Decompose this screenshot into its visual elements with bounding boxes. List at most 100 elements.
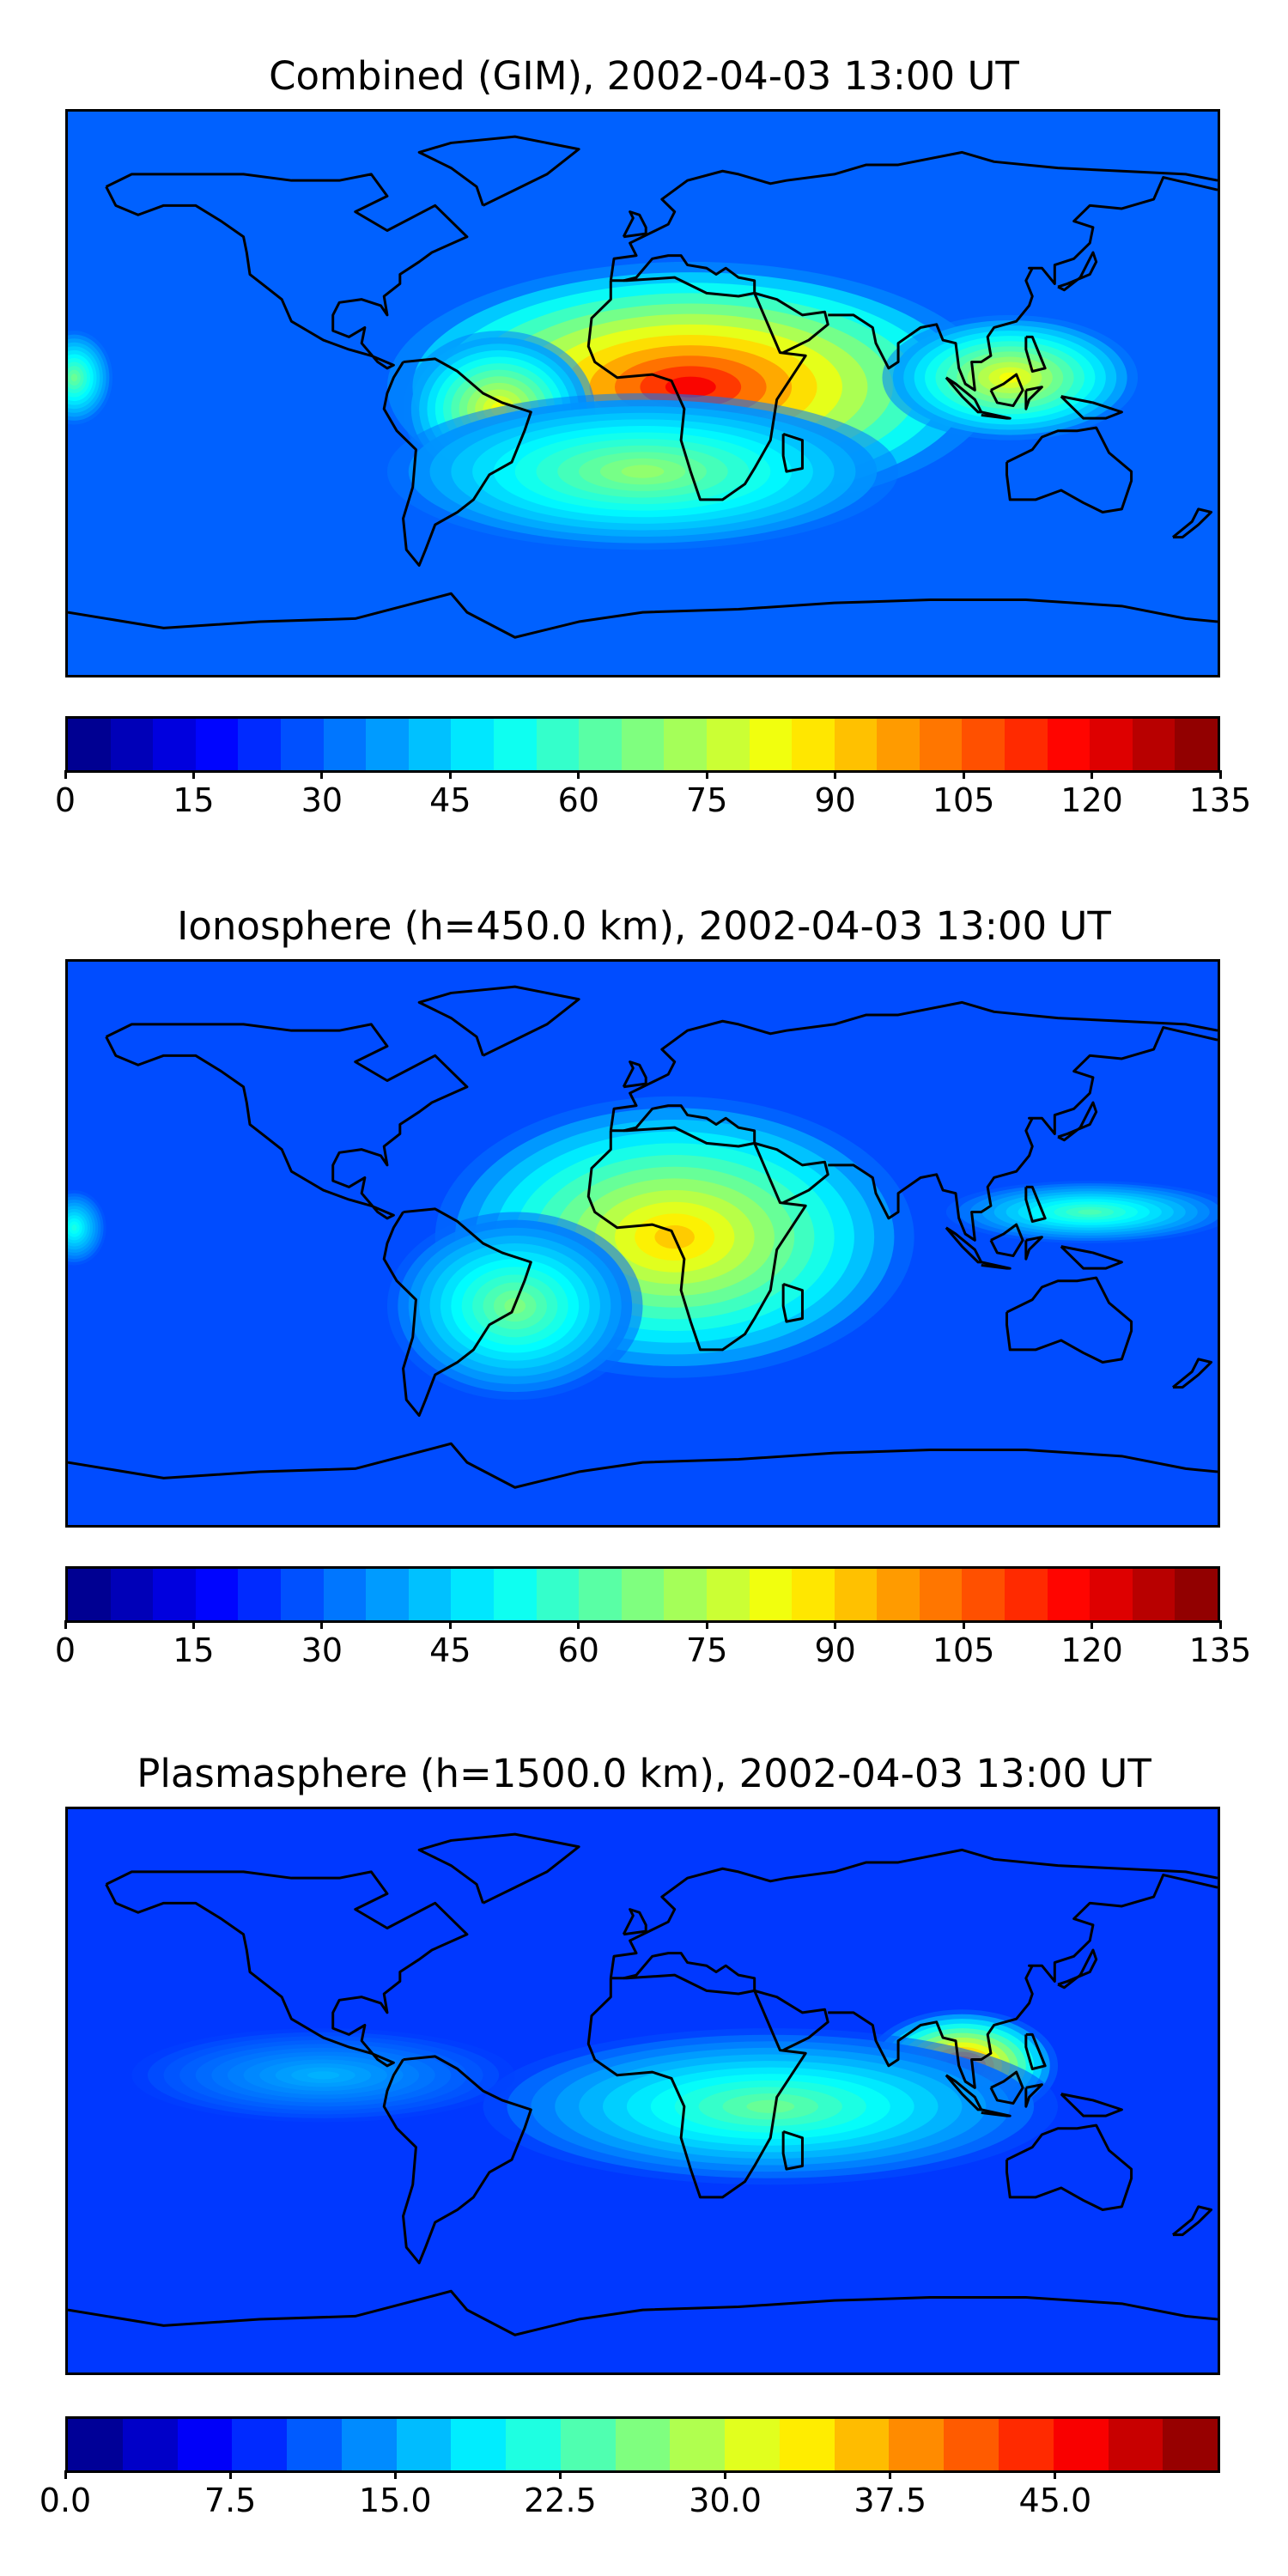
colorbar-segment xyxy=(1005,1569,1048,1620)
coastline xyxy=(609,1848,1218,1979)
colorbar-tick-label: 15.0 xyxy=(358,2482,432,2519)
colorbar-tick-label: 30.0 xyxy=(689,2482,762,2519)
coastline xyxy=(1024,2083,1043,2108)
colorbar-segment xyxy=(110,1569,154,1620)
colorbar-tick-label: 0.0 xyxy=(39,2482,92,2519)
colorbar-segment xyxy=(664,719,707,770)
coastline xyxy=(417,1832,580,1905)
colorbar-tick-label: 90 xyxy=(814,781,856,819)
colorbar-segment xyxy=(1090,719,1133,770)
coastline xyxy=(1171,1358,1213,1389)
contour-band xyxy=(746,2099,795,2113)
contour-band xyxy=(70,374,78,382)
colorbar-ticks-plasmasphere: 0.0 7.5 15.0 22.5 30.0 37.5 45.0 xyxy=(39,2470,1220,2522)
colorbar-tick-label: 120 xyxy=(1060,781,1123,819)
colorbar-segment xyxy=(877,1569,920,1620)
colorbar-ionosphere xyxy=(65,1566,1220,1623)
colorbar-segment xyxy=(706,1569,750,1620)
coastline xyxy=(1024,1185,1047,1223)
colorbar-tick-label: 30 xyxy=(301,1631,343,1669)
colorbar-tick-label: 7.5 xyxy=(204,2482,257,2519)
coastline xyxy=(1171,507,1213,539)
coastline xyxy=(586,1973,807,2199)
colorbar-segment xyxy=(1053,2419,1109,2470)
colorbar-segment xyxy=(1108,2419,1163,2470)
colorbar-tick-label: 75 xyxy=(686,781,728,819)
colorbar-tick-label: 90 xyxy=(814,1631,856,1669)
colorbar-segment xyxy=(493,719,537,770)
colorbar-tick-label: 37.5 xyxy=(854,2482,927,2519)
coastline xyxy=(382,2055,532,2264)
colorbar-segment xyxy=(396,2419,452,2470)
colorbar-segment xyxy=(536,1569,580,1620)
colorbar-segment xyxy=(1132,719,1176,770)
colorbar-segment xyxy=(621,1569,665,1620)
colorbar-ticks-combined: 0 15 30 45 60 75 90 105 120 135 xyxy=(55,770,1251,822)
colorbar-segment xyxy=(1047,719,1091,770)
coastline xyxy=(1024,335,1047,373)
colorbar-segment xyxy=(195,1569,239,1620)
coastline xyxy=(623,1952,756,1991)
colorbar-segment xyxy=(451,719,494,770)
colorbar-segment xyxy=(238,719,281,770)
colorbar-tick-label: 0 xyxy=(54,781,76,819)
colorbar-segment xyxy=(408,719,452,770)
colorbar-segment xyxy=(366,1569,409,1620)
contour-band xyxy=(1078,1209,1103,1215)
colorbar-segment xyxy=(195,719,239,770)
coastline xyxy=(622,1908,647,1936)
colorbar-segment xyxy=(408,1569,452,1620)
colorbar-segment xyxy=(1175,1569,1218,1620)
colorbar-segment xyxy=(68,1569,111,1620)
colorbar-segment xyxy=(280,1569,324,1620)
colorbar-tick-label: 22.5 xyxy=(524,2482,597,2519)
colorbar-segment xyxy=(792,1569,835,1620)
map-combined xyxy=(65,109,1220,677)
coastline xyxy=(828,1874,1218,2089)
colorbar-tick-label: 45.0 xyxy=(1018,2482,1092,2519)
colorbar-segment xyxy=(919,1569,963,1620)
colorbar-segment xyxy=(877,719,920,770)
colorbar-tick-label: 45 xyxy=(429,781,471,819)
colorbar-tick-label: 75 xyxy=(686,1631,728,1669)
coastline xyxy=(828,1026,1218,1242)
coastline xyxy=(586,1126,807,1352)
colorbar-segment xyxy=(1175,719,1218,770)
coastline xyxy=(781,1282,804,1323)
coastline xyxy=(781,2129,804,2171)
colorbar-combined xyxy=(65,716,1220,773)
colorbar-segment xyxy=(560,2419,616,2470)
colorbar-segment xyxy=(749,1569,793,1620)
colorbar-tick-label: 15 xyxy=(173,1631,215,1669)
colorbar-segment xyxy=(834,2419,890,2470)
colorbar-tick-label: 135 xyxy=(1188,1631,1252,1669)
colorbar-segment xyxy=(725,2419,780,2470)
map-svg xyxy=(68,962,1218,1525)
colorbar-segment xyxy=(287,2419,342,2470)
colorbar-ticks-ionosphere: 0 15 30 45 60 75 90 105 120 135 xyxy=(55,1620,1251,1672)
colorbar-segment xyxy=(451,2419,507,2470)
colorbar-segment xyxy=(110,719,154,770)
coastline xyxy=(828,176,1218,392)
colorbar-tick-label: 45 xyxy=(429,1631,471,1669)
coastline xyxy=(105,1870,469,2068)
coastline xyxy=(1024,1236,1043,1261)
panel-title-plasmasphere: Plasmasphere (h=1500.0 km), 2002-04-03 1… xyxy=(137,1751,1151,1796)
colorbar-segment xyxy=(153,719,196,770)
colorbar-segment xyxy=(615,2419,671,2470)
colorbar-segment xyxy=(232,2419,288,2470)
colorbar-segment xyxy=(68,719,111,770)
colorbar-segment xyxy=(1163,2419,1218,2470)
colorbar-segment xyxy=(122,2419,178,2470)
coastline xyxy=(68,1442,1218,1489)
colorbar-tick-label: 105 xyxy=(932,1631,995,1669)
coastline xyxy=(1024,2032,1047,2070)
coastline xyxy=(981,410,1012,420)
colorbar-tick-label: 30 xyxy=(301,781,343,819)
colorbar-segment xyxy=(323,719,367,770)
coastline xyxy=(609,1000,1218,1132)
colorbar-segment xyxy=(366,719,409,770)
coastline xyxy=(989,2070,1024,2105)
colorbar-segment xyxy=(889,2419,945,2470)
coastline xyxy=(989,373,1024,408)
